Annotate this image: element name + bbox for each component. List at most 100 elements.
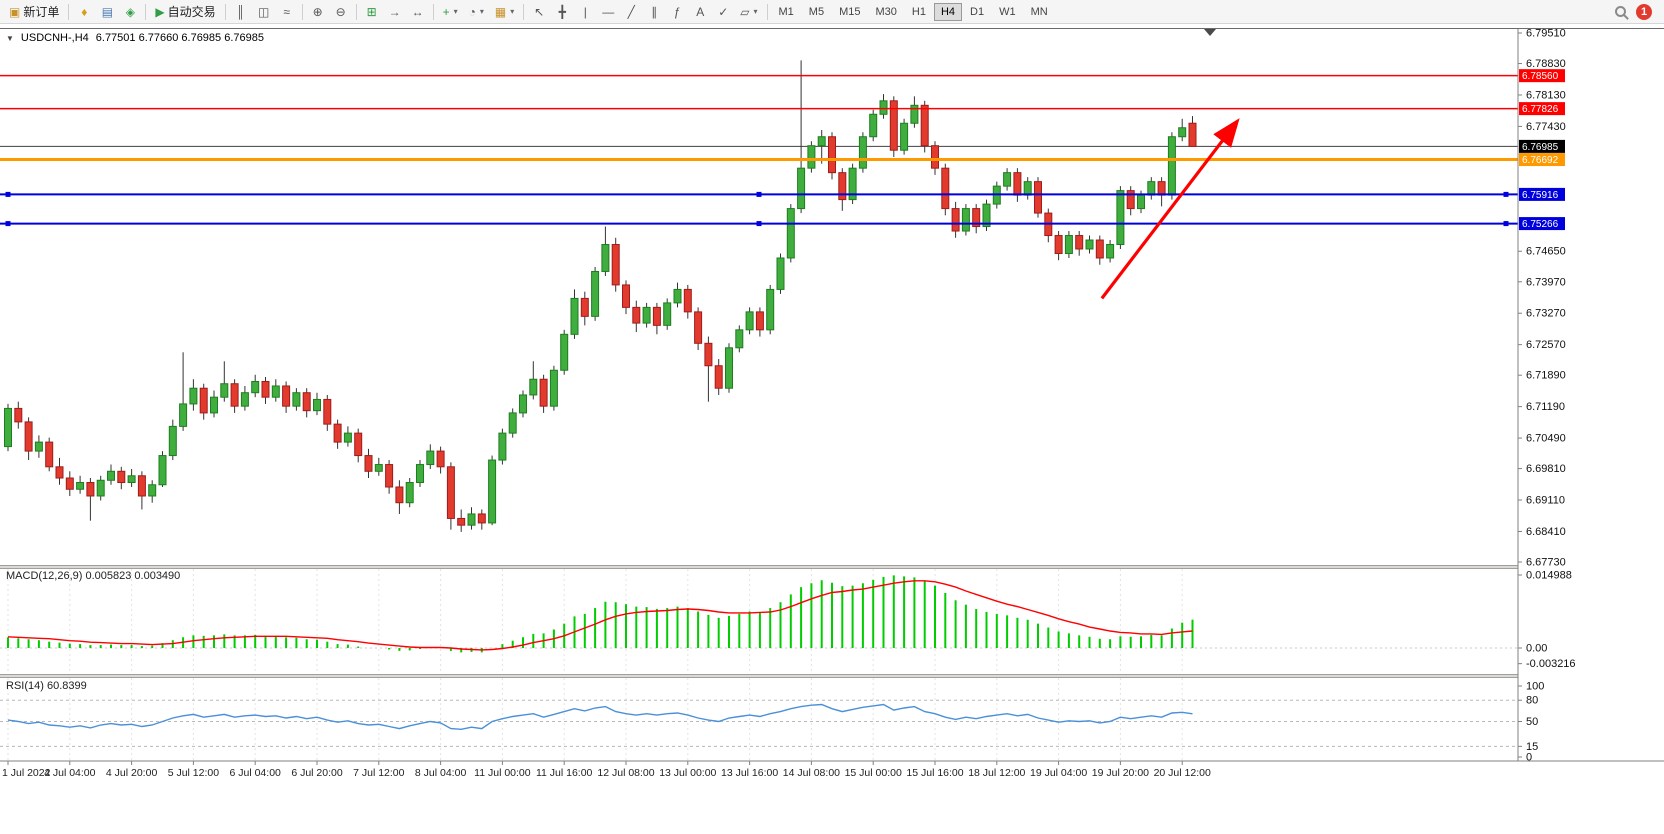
indicators-button[interactable]: + ▾ — [438, 2, 463, 22]
grid — [0, 569, 1518, 761]
svg-text:6.71190: 6.71190 — [1526, 401, 1565, 413]
chart-shift-marker[interactable] — [1204, 29, 1217, 36]
svg-text:0.014988: 0.014988 — [1526, 570, 1572, 582]
svg-text:1 Jul 2022: 1 Jul 2022 — [2, 767, 51, 779]
auto-scroll-icon: → — [388, 4, 401, 19]
notifications-badge[interactable]: 1 — [1636, 3, 1652, 20]
svg-text:15 Jul 16:00: 15 Jul 16:00 — [906, 767, 963, 779]
svg-text:6.69110: 6.69110 — [1526, 495, 1565, 507]
svg-text:6.78130: 6.78130 — [1526, 89, 1566, 101]
zoom-in-button[interactable]: ⊕ — [307, 2, 329, 22]
bar-chart-button[interactable]: ║ — [230, 2, 252, 22]
svg-text:14 Jul 08:00: 14 Jul 08:00 — [783, 767, 840, 779]
chart-shift-button[interactable]: ↔ — [407, 2, 429, 22]
svg-text:11 Jul 16:00: 11 Jul 16:00 — [536, 767, 593, 779]
line-chart-button[interactable]: ≈ — [276, 2, 298, 22]
fibonacci-button[interactable]: ƒ — [666, 2, 688, 22]
crosshair-icon: ╋ — [558, 4, 566, 19]
svg-text:6.72570: 6.72570 — [1526, 339, 1566, 351]
arrows-button[interactable]: ✓ — [712, 2, 734, 22]
price-axis[interactable]: 6.79510 6.78830 6.78130 6.77430 6.74650 6.739… — [1517, 24, 1664, 782]
svg-text:6.69810: 6.69810 — [1526, 463, 1566, 475]
toolbar-separator — [301, 3, 303, 20]
timeframe-m5-button[interactable]: M5 — [808, 5, 825, 18]
svg-text:6 Jul 04:00: 6 Jul 04:00 — [230, 767, 282, 779]
navigator-button[interactable]: ◈ — [119, 2, 141, 22]
trend-arrow[interactable] — [1100, 118, 1240, 300]
pane-separators[interactable] — [0, 565, 1664, 678]
toolbar-separator — [145, 3, 147, 20]
navigator-icon: ◈ — [125, 4, 135, 19]
channel-button[interactable]: ∥ — [643, 2, 665, 22]
chart-canvas[interactable]: 6.79510 6.78830 6.78130 6.77430 6.74650 6.739… — [0, 24, 1664, 834]
cursor-icon: ↖ — [534, 4, 545, 19]
crosshair-button[interactable]: ╋ — [551, 2, 573, 22]
svg-text:6.71890: 6.71890 — [1526, 370, 1566, 382]
chevron-down-icon: ▾ — [510, 7, 515, 16]
tile-windows-button[interactable]: ⊞ — [361, 2, 383, 22]
periods-button[interactable]: ◔ ▾ — [464, 2, 489, 22]
indicators-icon: + — [442, 4, 450, 19]
new-order-button[interactable]: ▣ 新订单 — [4, 2, 64, 22]
chevron-down-icon: ▾ — [753, 7, 758, 16]
market-watch-button[interactable]: ♦ — [73, 2, 95, 22]
toolbar-separator — [68, 3, 70, 20]
svg-text:6.79510: 6.79510 — [1526, 28, 1566, 40]
timeframe-h1-button[interactable]: H1 — [911, 5, 926, 18]
candlestick-icon: ◫ — [257, 4, 270, 19]
timeframe-mn-button[interactable]: MN — [1030, 5, 1048, 18]
svg-text:6 Jul 20:00: 6 Jul 20:00 — [291, 767, 343, 779]
cursor-button[interactable]: ↖ — [528, 2, 550, 22]
toolbar-separator — [432, 3, 434, 20]
zoom-out-icon: ⊖ — [335, 4, 346, 19]
text-button[interactable]: A — [689, 2, 711, 22]
bar-chart-icon: ║ — [236, 4, 245, 19]
shapes-button[interactable]: ▱ ▾ — [735, 2, 762, 22]
timeframe-h4-button[interactable]: H4 — [933, 2, 963, 21]
rsi-indicator-label: RSI(14) 60.8399 — [6, 680, 87, 692]
rsi-pane — [7, 703, 1193, 731]
text-icon: A — [696, 4, 705, 19]
templates-button[interactable]: ▦ ▾ — [490, 2, 519, 22]
search-icon[interactable] — [1615, 6, 1626, 17]
timeframe-d1-button[interactable]: D1 — [970, 5, 985, 18]
zoom-out-button[interactable]: ⊖ — [330, 2, 352, 22]
svg-text:20 Jul 12:00: 20 Jul 12:00 — [1154, 767, 1211, 779]
price-badge-6.77826: 6.77826 — [1522, 104, 1559, 115]
candlestick-chart-button[interactable]: ◫ — [253, 2, 275, 22]
timeframe-m1-button[interactable]: M1 — [778, 5, 794, 18]
chevron-down-icon: ▾ — [453, 7, 458, 16]
data-window-icon: ▤ — [101, 4, 114, 19]
price-badge-6.78560: 6.78560 — [1522, 71, 1559, 82]
horizontal-line-icon: — — [602, 4, 615, 19]
timeframe-m30-button[interactable]: M30 — [875, 5, 897, 18]
tile-windows-icon: ⊞ — [366, 4, 377, 19]
market-watch-icon: ♦ — [81, 4, 88, 19]
arrows-icon: ✓ — [718, 4, 729, 19]
svg-text:80: 80 — [1526, 695, 1538, 707]
timeframe-m15-button[interactable]: M15 — [839, 5, 861, 18]
auto-trading-button[interactable]: ▶ 自动交易 — [150, 2, 220, 22]
chart-window[interactable]: 6.79510 6.78830 6.78130 6.77430 6.74650 6.739… — [0, 24, 1664, 834]
svg-text:18 Jul 12:00: 18 Jul 12:00 — [968, 767, 1025, 779]
svg-text:-0.003216: -0.003216 — [1526, 658, 1576, 670]
svg-text:19 Jul 20:00: 19 Jul 20:00 — [1092, 767, 1149, 779]
line-chart-icon: ≈ — [283, 4, 290, 19]
price-badge-6.75916: 6.75916 — [1522, 190, 1559, 201]
vertical-line-button[interactable]: | — [574, 2, 596, 22]
auto-scroll-button[interactable]: → — [384, 2, 406, 22]
svg-text:13 Jul 00:00: 13 Jul 00:00 — [659, 767, 716, 779]
trendline-button[interactable]: ╱ — [620, 2, 642, 22]
svg-text:6.70490: 6.70490 — [1526, 433, 1566, 445]
data-window-button[interactable]: ▤ — [96, 2, 118, 22]
svg-text:6.78830: 6.78830 — [1526, 58, 1566, 70]
timeframe-w1-button[interactable]: W1 — [999, 5, 1016, 18]
svg-text:7 Jul 12:00: 7 Jul 12:00 — [353, 767, 405, 779]
svg-text:50: 50 — [1526, 716, 1538, 728]
horizontal-line-button[interactable]: — — [597, 2, 619, 22]
one-click-trading-toggle[interactable]: ▼ — [6, 33, 14, 43]
price-level-lines[interactable] — [0, 74, 1518, 227]
price-badge-6.75266: 6.75266 — [1522, 219, 1559, 230]
